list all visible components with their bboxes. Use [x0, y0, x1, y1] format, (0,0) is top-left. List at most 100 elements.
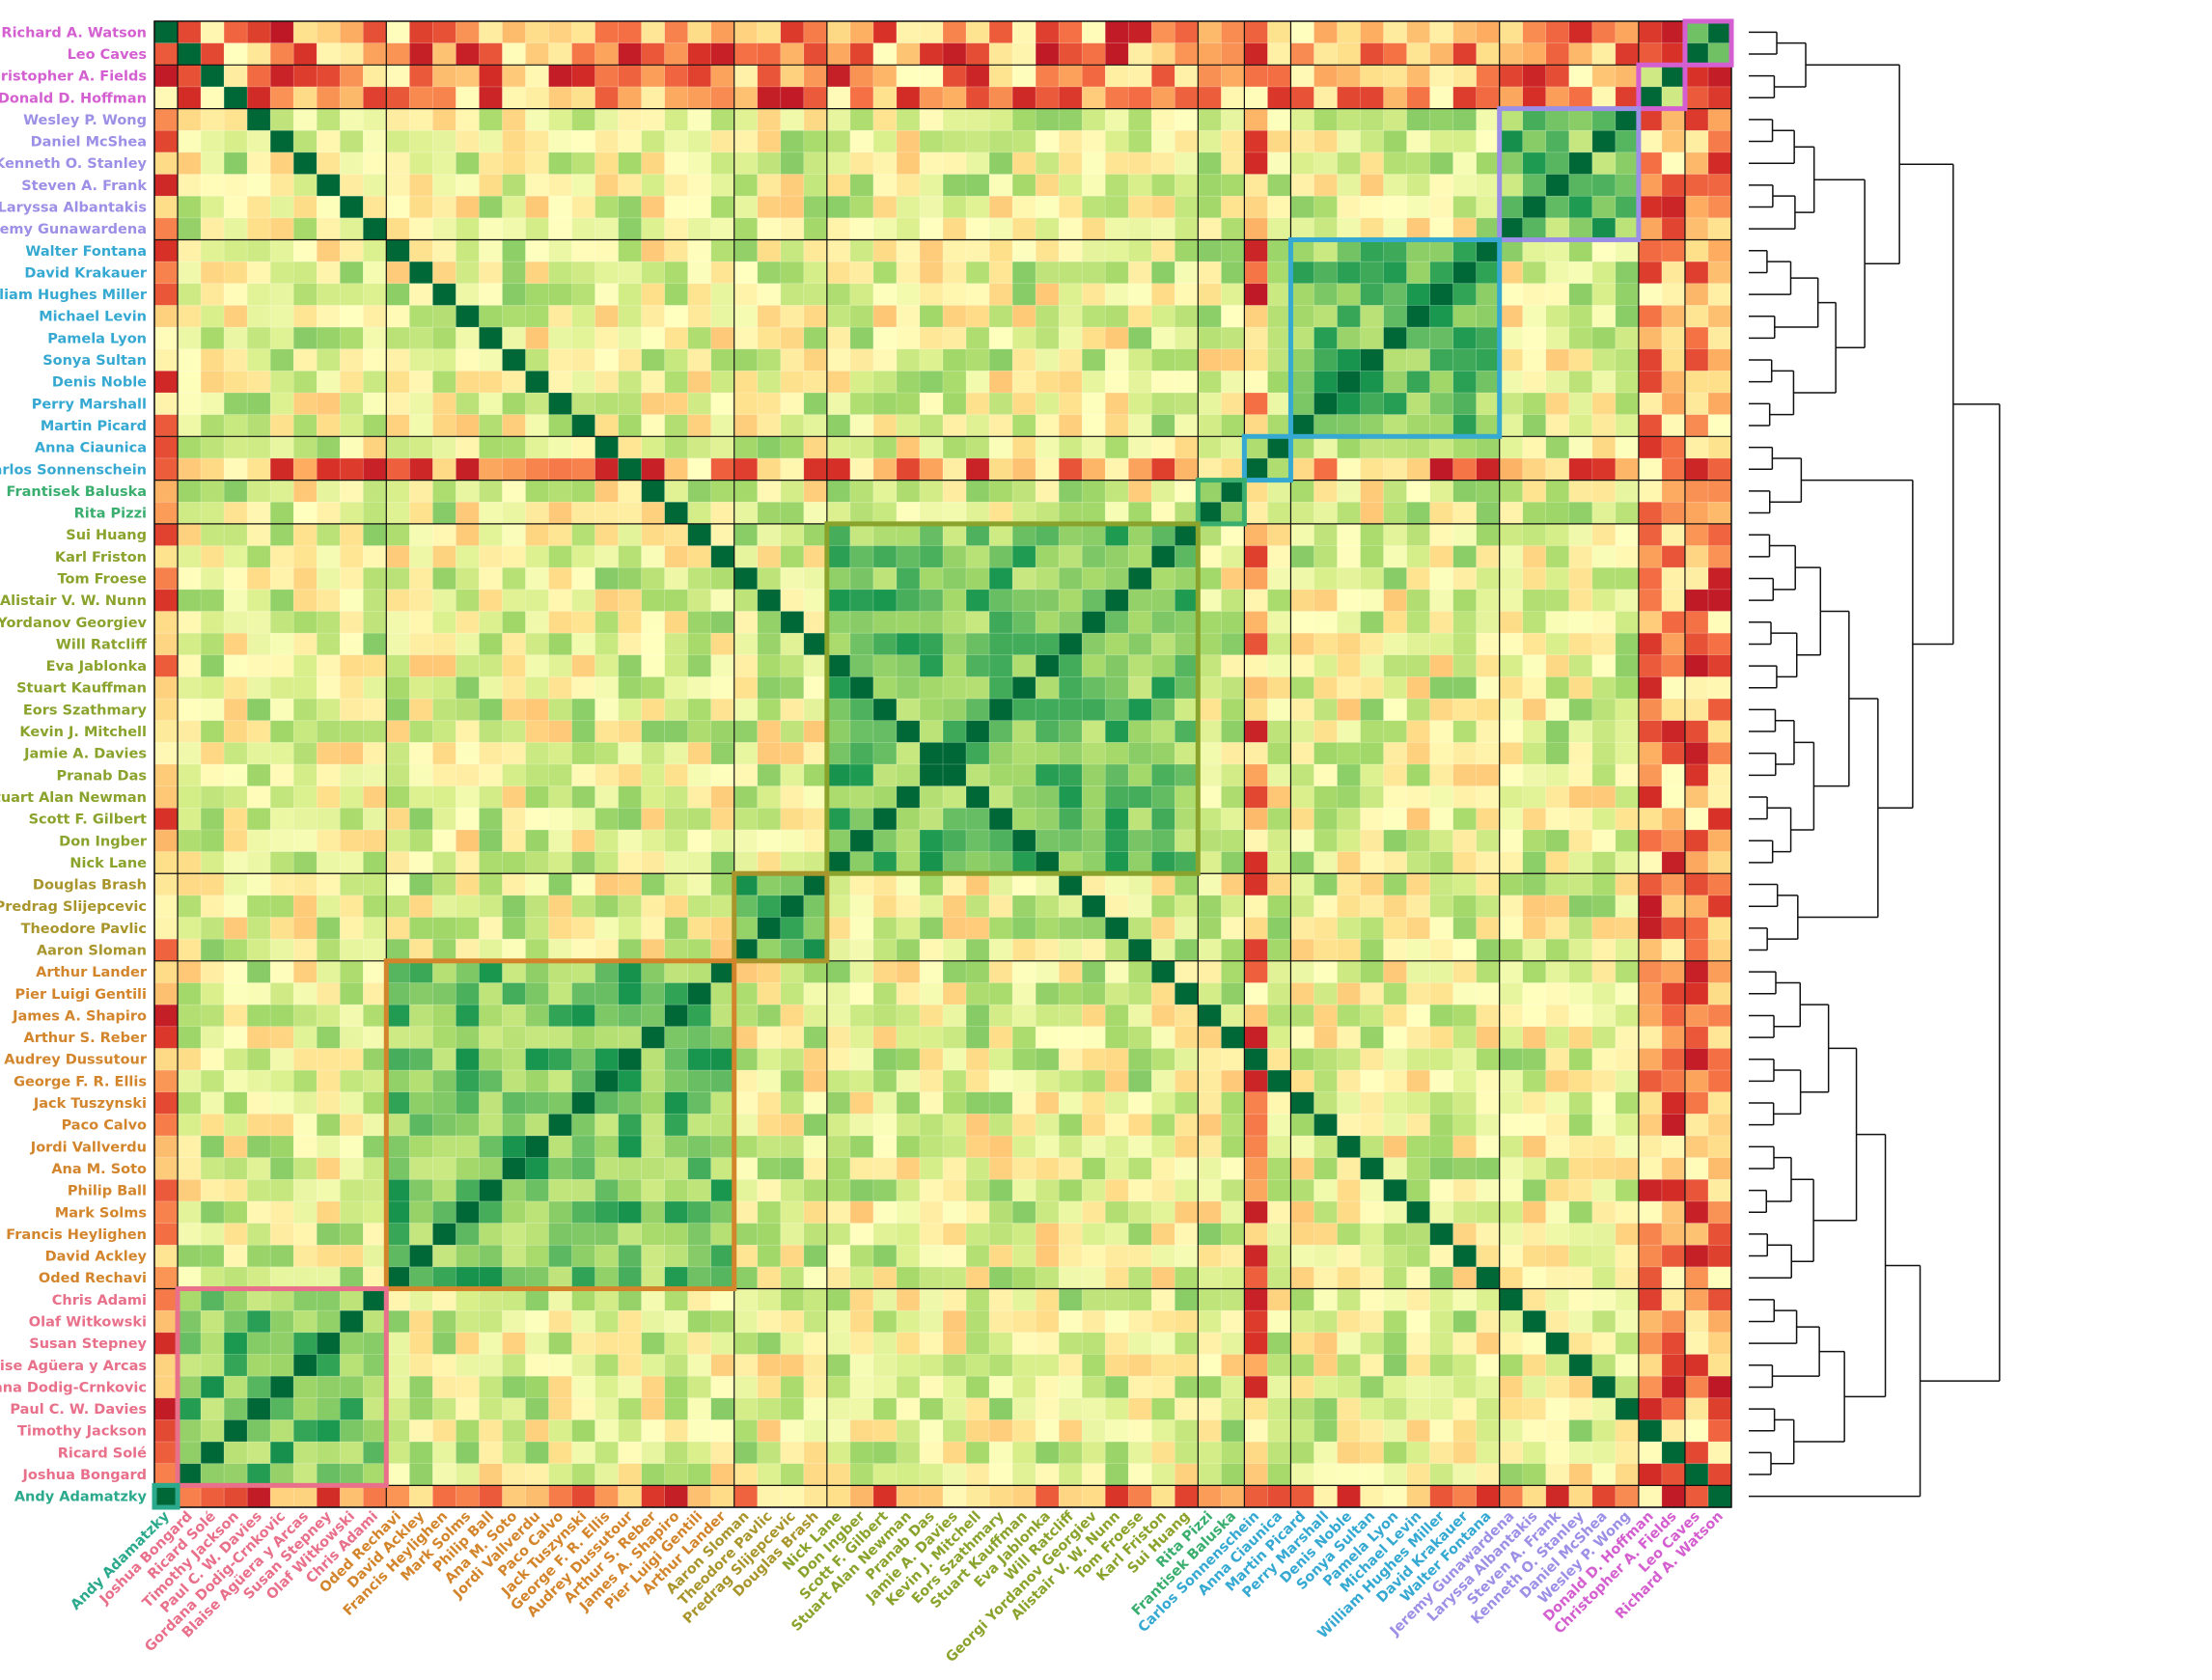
- heatmap-cell: [1198, 371, 1222, 394]
- row-label: Arthur Lander: [36, 965, 148, 980]
- heatmap-cell: [618, 414, 643, 437]
- heatmap-cell: [1313, 501, 1339, 525]
- heatmap-cell: [1638, 1200, 1663, 1225]
- heatmap-cell: [757, 480, 782, 503]
- heatmap-cell: [1267, 917, 1292, 940]
- heatmap-cell: [385, 632, 410, 656]
- heatmap-cell: [1081, 1419, 1106, 1443]
- heatmap-cell: [942, 545, 967, 568]
- heatmap-cell: [177, 742, 202, 765]
- heatmap-cell: [872, 42, 898, 66]
- heatmap-cell: [1522, 1354, 1547, 1377]
- heatmap-cell: [594, 654, 620, 678]
- heatmap-cell: [1406, 1178, 1431, 1202]
- heatmap-cell: [1476, 982, 1501, 1005]
- heatmap-cell: [1174, 392, 1199, 416]
- heatmap-cell: [687, 807, 712, 831]
- heatmap-cell: [1707, 1441, 1732, 1465]
- heatmap-cell: [1244, 305, 1269, 328]
- heatmap-cell: [1545, 917, 1570, 940]
- heatmap-cell: [1499, 283, 1524, 307]
- heatmap-cell: [269, 86, 294, 110]
- heatmap-cell: [385, 414, 410, 437]
- heatmap-cell: [1267, 1178, 1292, 1202]
- heatmap-cell: [664, 1200, 689, 1225]
- heatmap-cell: [1313, 1309, 1339, 1334]
- row-label: Ana M. Soto: [51, 1162, 147, 1177]
- heatmap-cell: [1522, 86, 1547, 110]
- heatmap-cell: [965, 1485, 990, 1508]
- heatmap-cell: [1011, 742, 1037, 765]
- heatmap-cell: [432, 501, 456, 525]
- heatmap-cell: [1499, 1200, 1524, 1225]
- heatmap-cell: [849, 1091, 874, 1115]
- heatmap-cell: [1383, 435, 1408, 459]
- heatmap-cell: [641, 807, 666, 831]
- heatmap-cell: [1337, 480, 1362, 503]
- heatmap-cell: [269, 1048, 294, 1071]
- heatmap-cell: [1406, 42, 1431, 66]
- heatmap-cell: [525, 1048, 550, 1071]
- heatmap-cell: [339, 129, 364, 153]
- row-label: Gordana Dodig-Crnkovic: [0, 1380, 147, 1395]
- heatmap-cell: [1267, 720, 1292, 743]
- heatmap-cell: [153, 632, 179, 656]
- heatmap-cell: [641, 1114, 666, 1137]
- heatmap-cell: [1290, 217, 1315, 241]
- heatmap-cell: [1476, 1200, 1501, 1225]
- heatmap-cell: [965, 261, 990, 285]
- heatmap-cell: [1313, 720, 1339, 743]
- heatmap-cell: [548, 457, 573, 482]
- heatmap-cell: [1661, 1332, 1686, 1356]
- heatmap-cell: [1290, 1419, 1315, 1443]
- heatmap-cell: [456, 1485, 481, 1508]
- heatmap-cell: [502, 1441, 527, 1465]
- heatmap-cell: [1591, 435, 1617, 459]
- row-label: Tom Froese: [58, 572, 148, 588]
- heatmap-cell: [246, 523, 271, 547]
- heatmap-cell: [269, 523, 294, 547]
- heatmap-cell: [1661, 938, 1686, 962]
- heatmap-cell: [1406, 20, 1431, 44]
- heatmap-cell: [896, 1069, 921, 1093]
- heatmap-cell: [1104, 895, 1129, 919]
- heatmap-cell: [896, 305, 921, 328]
- heatmap-cell: [269, 1069, 294, 1093]
- heatmap-cell: [385, 872, 410, 896]
- heatmap-cell: [919, 1026, 944, 1050]
- heatmap-cell: [316, 151, 341, 176]
- heatmap-cell: [548, 589, 573, 613]
- heatmap-cell: [1244, 64, 1269, 88]
- heatmap-cell: [1360, 654, 1385, 678]
- heatmap-cell: [177, 86, 202, 110]
- heatmap-cell: [456, 742, 481, 765]
- heatmap-cell: [1290, 348, 1315, 372]
- heatmap-cell: [849, 1114, 874, 1137]
- heatmap-cell: [1545, 1091, 1570, 1115]
- heatmap-cell: [1429, 86, 1454, 110]
- heatmap-cell: [803, 1223, 828, 1246]
- heatmap-cell: [965, 20, 990, 44]
- heatmap-cell: [1244, 763, 1269, 787]
- heatmap-cell: [548, 1441, 573, 1465]
- row-label: Sui Huang: [66, 528, 147, 543]
- heatmap-cell: [1707, 698, 1732, 722]
- heatmap-cell: [177, 457, 202, 482]
- heatmap-cell: [733, 42, 759, 66]
- heatmap-cell: [246, 151, 271, 176]
- heatmap-cell: [1337, 960, 1362, 984]
- heatmap-cell: [1011, 1223, 1037, 1246]
- heatmap-cell: [1638, 654, 1663, 678]
- heatmap-cell: [1476, 1309, 1501, 1334]
- heatmap-cell: [571, 1332, 596, 1356]
- heatmap-cell: [1568, 1069, 1593, 1093]
- heatmap-cell: [988, 1069, 1013, 1093]
- heatmap-cell: [1499, 611, 1524, 634]
- heatmap-cell: [594, 851, 620, 874]
- heatmap-cell: [1081, 217, 1106, 241]
- heatmap-cell: [1313, 917, 1339, 940]
- heatmap-cell: [1591, 305, 1617, 328]
- heatmap-cell: [339, 1354, 364, 1377]
- heatmap-cell: [896, 1419, 921, 1443]
- heatmap-cell: [1058, 1266, 1083, 1290]
